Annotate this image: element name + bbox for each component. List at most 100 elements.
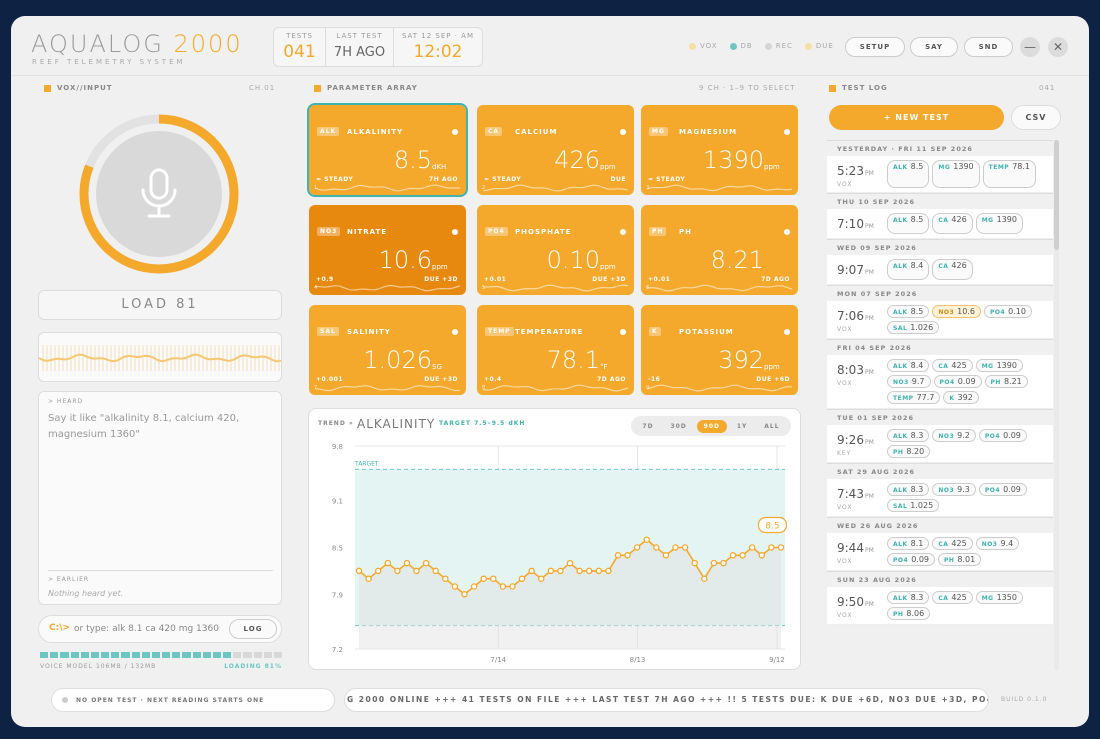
reading-chip: TEMP 78.1 xyxy=(982,160,1036,188)
log-entry[interactable]: 9:07PM ALK 8.4 CA 426 xyxy=(827,255,1053,285)
log-entry[interactable]: 9:50PM VOX ALK 8.3 CA 425 MG 1350 PH 8.06 xyxy=(827,587,1053,625)
led-dot xyxy=(689,42,696,50)
stat-label: LAST TEST xyxy=(336,32,383,40)
minimize-button[interactable]: — xyxy=(1020,37,1040,57)
param-card-k[interactable]: K POTASSIUM 392 ppm -16 DUE +6D 9 xyxy=(641,305,798,395)
param-tag: CA xyxy=(485,127,503,136)
command-prompt: C:\> xyxy=(49,623,71,633)
chip-value: 8.5 xyxy=(910,215,924,224)
log-source: VOX xyxy=(837,326,853,333)
chip-key: PO4 xyxy=(989,309,1006,316)
param-card-sal[interactable]: SAL SALINITY 1.026 SG +0.001 DUE +3D 7 xyxy=(309,305,466,395)
chip-key: PO4 xyxy=(984,487,1001,494)
command-placeholder[interactable]: or type: alk 8.1 ca 420 mg 1360 xyxy=(74,624,219,634)
reading-chip: PO4 0.09 xyxy=(978,483,1027,496)
chip-key: ALK xyxy=(893,363,908,370)
log-entry[interactable]: 8:03PM VOX ALK 8.4 CA 425 MG 1390 NO3 9.7 PO4 0.09 P… xyxy=(827,355,1053,409)
chip-value: 77.7 xyxy=(916,393,935,402)
progress-segment xyxy=(162,652,171,658)
param-unit: ppm xyxy=(764,163,780,171)
param-sparkline xyxy=(315,284,460,292)
progress-segment xyxy=(111,652,120,658)
status-dot xyxy=(784,229,790,235)
log-entry-time: 5:23PM VOX xyxy=(837,160,887,188)
scrollbar[interactable] xyxy=(1054,140,1059,670)
data-point xyxy=(595,567,603,575)
chip-key: TEMP xyxy=(988,164,1010,171)
range-1y[interactable]: 1Y xyxy=(736,422,748,430)
param-card-alk[interactable]: ALK ALKALINITY 8.5 dKH ≈ STEADY 7H AGO 1 xyxy=(307,103,468,197)
param-card-mg[interactable]: MG MAGNESIUM 1390 ppm ≈ STEADY 3 xyxy=(641,105,798,195)
progress-segment xyxy=(223,652,232,658)
log-time: 8:03 xyxy=(837,363,864,377)
mic-button[interactable] xyxy=(77,112,241,276)
close-button[interactable]: ✕ xyxy=(1048,37,1068,57)
data-point xyxy=(720,559,727,567)
param-card-po4[interactable]: PO4 PHOSPHATE 0.10 ppm +0.01 DUE +3D 5 xyxy=(477,205,634,295)
data-point xyxy=(643,536,650,543)
log-entry[interactable]: 7:43PM VOX ALK 8.3 NO3 9.3 PO4 0.09 SAL 1.025 xyxy=(827,479,1053,517)
chip-key: CA xyxy=(938,217,949,224)
data-point xyxy=(413,567,420,575)
param-card-ph[interactable]: PH PH 8.21 +0.01 7D AGO 6 xyxy=(641,205,798,295)
data-point xyxy=(490,575,497,582)
status-dot xyxy=(784,129,790,135)
stat-clock: SAT 12 SEP · AM 12:02 xyxy=(394,28,482,66)
range-7d[interactable]: 7D xyxy=(642,422,654,430)
log-ampm: PM xyxy=(864,601,874,608)
new-test-button[interactable]: + NEW TEST xyxy=(829,105,1004,130)
param-sparkline xyxy=(647,384,792,392)
log-day-header: WED 09 SEP 2026 xyxy=(827,239,1053,255)
chip-value: 426 xyxy=(951,261,967,270)
snd-button[interactable]: SND xyxy=(964,37,1013,57)
data-point xyxy=(355,567,363,575)
reading-chip: MG 1390 xyxy=(932,160,980,188)
data-point xyxy=(528,567,535,575)
log-entry[interactable]: 7:10PM ALK 8.5 CA 426 MG 1390 xyxy=(827,209,1053,239)
microphone-icon xyxy=(141,168,177,218)
log-entry[interactable]: 5:23PM VOX ALK 8.5 MG 1390 TEMP 78.1 xyxy=(827,156,1053,193)
load-readout: LOAD 81 xyxy=(38,290,282,320)
chip-key: ALK xyxy=(893,487,908,494)
status-dot xyxy=(452,229,458,235)
param-value: 10.6 xyxy=(378,246,432,274)
log-chips: ALK 8.5 CA 426 MG 1390 xyxy=(887,213,1047,234)
param-due: 7D AGO xyxy=(761,276,790,283)
param-card-temp[interactable]: TEMP TEMPERATURE 78.1 °F +0.4 7D AGO 8 xyxy=(477,305,634,395)
range-90d[interactable]: 90D xyxy=(696,419,727,433)
led-vox: VOX xyxy=(689,42,718,50)
range-all[interactable]: ALL xyxy=(764,422,780,430)
param-index: 7 xyxy=(314,385,318,391)
command-input[interactable]: C:\> or type: alk 8.1 ca 420 mg 1360 LOG xyxy=(38,615,282,643)
chip-key: CA xyxy=(938,595,949,602)
say-button[interactable]: SAY xyxy=(910,37,958,57)
param-trend: +0.01 xyxy=(648,276,671,283)
data-point xyxy=(509,583,516,590)
test-log-list[interactable]: YESTERDAY · FRI 11 SEP 2026 5:23PM VOX ALK 8… xyxy=(827,140,1053,670)
log-entry[interactable]: 7:06PM VOX ALK 8.5 NO3 10.6 PO4 0.10 SAL 1.026 xyxy=(827,301,1053,339)
log-entry[interactable]: 9:26PM KEY ALK 8.3 NO3 9.2 PO4 0.09 PH 8.20 xyxy=(827,425,1053,463)
param-card-no3[interactable]: NO3 NITRATE 10.6 ppm +0.9 DUE +3D 4 xyxy=(309,205,466,295)
chip-value: 8.4 xyxy=(910,261,924,270)
status-dot xyxy=(784,329,790,335)
param-trend: ≈ STEADY xyxy=(484,176,522,183)
param-sparkline xyxy=(483,184,628,192)
data-point xyxy=(662,552,670,559)
data-point xyxy=(384,559,392,567)
reading-chip: MG 1390 xyxy=(975,213,1023,234)
chip-value: 1390 xyxy=(996,215,1017,224)
log-button[interactable]: LOG xyxy=(229,619,277,639)
log-ampm: PM xyxy=(864,439,874,446)
setup-button[interactable]: SETUP xyxy=(845,37,905,57)
scrollbar-thumb[interactable] xyxy=(1054,140,1059,250)
param-card-ca[interactable]: CA CALCIUM 426 ppm ≈ STEADY DUE 2 xyxy=(477,105,634,195)
csv-button[interactable]: CSV xyxy=(1011,105,1061,130)
range-30d[interactable]: 30D xyxy=(670,422,687,430)
data-point xyxy=(748,544,756,551)
reading-chip: TEMP 77.7 xyxy=(887,391,941,404)
data-point xyxy=(605,567,612,575)
log-entry[interactable]: 9:44PM VOX ALK 8.1 CA 425 NO3 9.4 PO4 0.09 PH 8.01 xyxy=(827,533,1053,571)
param-name: ALKALINITY xyxy=(347,128,404,136)
log-chips: ALK 8.5 NO3 10.6 PO4 0.10 SAL 1.026 xyxy=(887,305,1047,334)
chip-value: 0.09 xyxy=(957,377,976,386)
